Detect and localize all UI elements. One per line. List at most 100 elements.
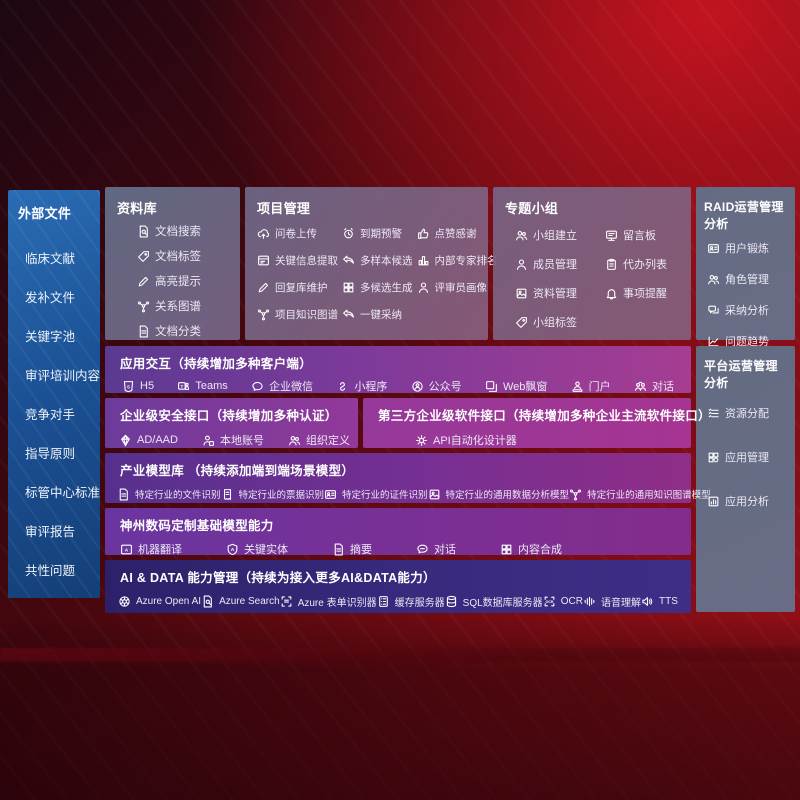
capability-item: 关键信息提取 — [257, 253, 338, 268]
speaker-icon — [641, 595, 654, 608]
industry-model-row: 产业模型库 （持续添加端到端场景模型） 特定行业的文件识别 特定行业的票据识别 … — [105, 453, 711, 503]
id-card-icon — [707, 242, 720, 255]
industry-items: 特定行业的文件识别 特定行业的票据识别 特定行业的证件识别 特定行业的通用数据分… — [105, 479, 711, 501]
capability-item: 特定行业的票据识别 — [221, 487, 324, 501]
people-icon — [288, 434, 301, 447]
capability-item: 特定行业的通用数据分析模型 — [428, 487, 569, 501]
aidata-items: Azure Open AI Azure Search Azure 表单识别器 缓… — [105, 586, 691, 609]
thirdparty-row-title: 第三方企业级软件接口（持续增加多种企业主流软件接口） — [378, 409, 711, 423]
svg-text:5: 5 — [127, 384, 130, 390]
capability-item: 一键采纳 — [342, 307, 413, 322]
sidebar-items: 临床文献 发补文件 关键字池 审评培训内容 竞争对手 — [8, 222, 100, 579]
capability-item: A 关键实体 — [226, 541, 288, 557]
ai-data-capability-row: AI & DATA 能力管理（持续为接入更多AI&DATA能力） Azure O… — [105, 560, 691, 613]
repository-panel: 资料库 文档搜索 文档标签 高亮提示 — [105, 187, 240, 340]
capability-item: 组织定义 — [288, 432, 350, 448]
sidebar-item: 关键字池 — [25, 330, 76, 344]
industry-row-title: 产业模型库 （持续添加端到端场景模型） — [120, 464, 355, 478]
capability-item: Web飘窗 — [485, 378, 547, 394]
graph-icon — [137, 300, 150, 313]
teams-icon: T — [177, 380, 190, 393]
capability-item: T Teams — [177, 380, 228, 393]
sidebar-item: 发补文件 — [25, 291, 76, 305]
capability-item: 点赞感谢 — [417, 226, 498, 241]
security-row-title: 企业级安全接口（持续增加多种认证） — [120, 409, 338, 423]
wechat-work-icon — [251, 380, 264, 393]
capability-item: 内部专家排名 — [417, 253, 498, 268]
svg-text:OCR: OCR — [545, 600, 553, 604]
pencil-icon — [137, 275, 150, 288]
capability-item: Azure Open AI — [118, 595, 201, 608]
doc-search-icon — [137, 225, 150, 238]
doc-search-icon — [201, 595, 214, 608]
project-management-panel: 项目管理 问卷上传 到期预警 点赞感谢 — [245, 187, 498, 340]
capability-item: 评审员画像 — [417, 280, 498, 295]
thirdparty-items: API自动化设计器 — [363, 424, 691, 448]
capability-item: 资源分配 — [707, 405, 795, 421]
capability-item: 小组建立 — [515, 227, 601, 243]
capability-item: 问卷上传 — [257, 226, 338, 241]
svg-text:A: A — [125, 547, 129, 553]
official-account-icon — [411, 380, 424, 393]
capability-item: 小组标签 — [515, 314, 601, 330]
capability-item: 成员管理 — [515, 256, 601, 272]
mini-program-icon — [336, 380, 349, 393]
sidebar-item: 竞争对手 — [25, 408, 76, 422]
interaction-row-title: 应用交互（持续增加多种客户端） — [120, 357, 313, 371]
bell-icon — [605, 287, 618, 300]
app-chart-icon — [707, 495, 720, 508]
diamond-icon — [119, 434, 132, 447]
sidebar-title: 外部文件 — [18, 206, 72, 221]
capability-item: 特定行业的文件识别 — [117, 487, 221, 501]
app-interaction-row: 应用交互（持续增加多种客户端） 5 H5 T Teams 企业微信 — [105, 346, 691, 393]
security-interface-row: 企业级安全接口（持续增加多种认证） AD/AAD 本地账号 组织定义 — [105, 398, 358, 448]
speech-icon — [583, 595, 596, 608]
extract-icon — [257, 254, 270, 267]
capability-item: 文档搜索 — [137, 223, 240, 239]
capability-item: 对话 — [416, 541, 456, 557]
podium-icon — [417, 254, 430, 267]
database-icon — [445, 595, 458, 608]
capability-item: 门户 — [571, 378, 611, 394]
capability-item: 问题趋势 — [707, 333, 795, 349]
capability-item: 特定行业的证件识别 — [324, 487, 428, 501]
project-panel-title: 项目管理 — [257, 201, 311, 216]
capability-item: 摘要 — [332, 541, 372, 557]
sidebar-item: 审评报告 — [25, 525, 76, 539]
capability-item: 采纳分析 — [707, 302, 795, 318]
capability-item: 公众号 — [411, 378, 462, 394]
list-icon — [707, 407, 720, 420]
group-items: 小组建立 留言板 成员管理 代办列表 — [493, 223, 691, 330]
capability-item: 关系图谱 — [137, 298, 240, 314]
repository-panel-title: 资料库 — [117, 201, 157, 216]
app-grid-icon — [707, 451, 720, 464]
graph-icon — [257, 308, 270, 321]
capability-item: 高亮提示 — [137, 273, 240, 289]
cloud-upload-icon — [257, 227, 270, 240]
capability-item: 内容合成 — [500, 541, 562, 557]
capability-item: 项目知识图谱 — [257, 307, 338, 322]
capability-item: 对话 — [634, 378, 674, 394]
capability-item: 留言板 — [605, 227, 687, 243]
thumb-up-icon — [417, 227, 430, 240]
person-icon — [515, 258, 528, 271]
capability-item: 语音理解 — [583, 594, 641, 609]
capability-item: 缓存服务器 — [377, 594, 445, 609]
portal-icon — [571, 380, 584, 393]
pencil-icon — [257, 281, 270, 294]
capability-item: 代办列表 — [605, 256, 687, 272]
web-window-icon — [485, 380, 498, 393]
external-files-sidebar: 外部文件 临床文献 发补文件 关键字池 审评培训内容 — [8, 190, 100, 598]
doc-icon — [117, 488, 130, 501]
raid-panel-title: RAID运营管理分析 — [704, 200, 784, 231]
capability-item: API自动化设计器 — [415, 432, 517, 448]
reply-arrow-icon — [342, 254, 355, 267]
capability-item: SQL数据库服务器 — [445, 594, 543, 609]
album-icon — [515, 287, 528, 300]
raid-items: 用户锻炼 角色管理 采纳分析 问题趋势 — [696, 240, 795, 349]
capability-item: 角色管理 — [707, 271, 795, 287]
translate-icon: A — [120, 543, 133, 556]
capability-item: 多候选生成 — [342, 280, 413, 295]
topic-group-panel: 专题小组 小组建立 留言板 成员管理 — [493, 187, 691, 340]
